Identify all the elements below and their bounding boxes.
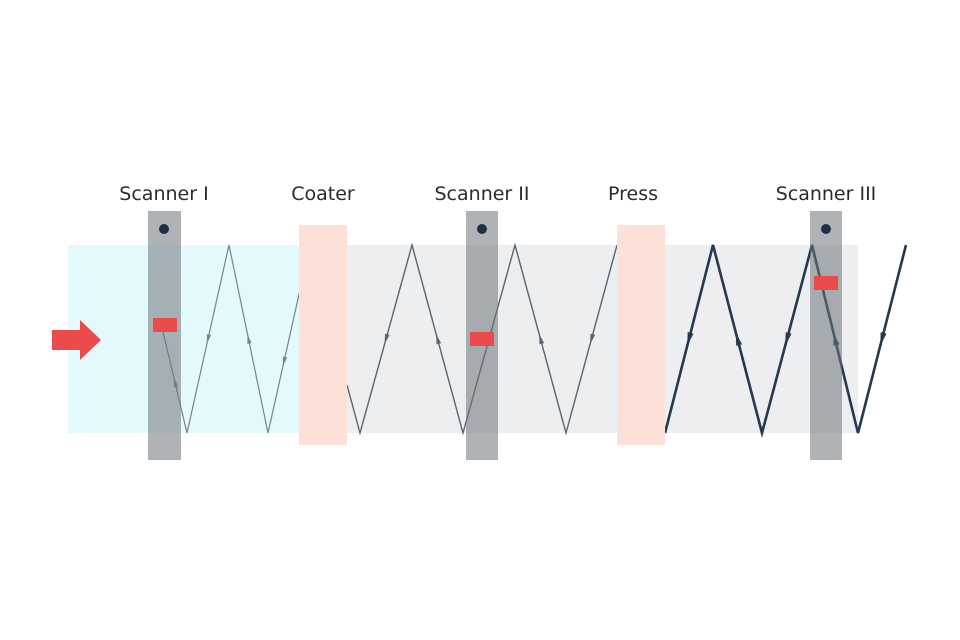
path-arrowhead [539,333,545,345]
path-arrowhead [247,334,252,344]
coated-web [300,245,858,433]
path-arrowhead [785,332,792,346]
path-arrowhead [436,333,442,345]
path-arrowhead [590,333,596,345]
station-label: Press [608,183,658,205]
scanner-dot [477,224,487,234]
scanner-bar [148,211,181,460]
press-block [617,225,665,445]
station-label: Scanner II [435,183,530,205]
uncoated-web [68,245,300,433]
sensor-head [814,276,838,290]
path-arrowhead [282,356,288,367]
path-arrowhead [206,334,212,344]
path-arrowhead [384,333,390,345]
scan-path [346,242,618,436]
station-label: Coater [291,183,355,205]
scanner-dot [821,224,831,234]
sensor-head [470,332,494,346]
station-label: Scanner III [776,183,877,205]
path-arrowhead [687,332,694,346]
coater-block [299,225,347,445]
flow-arrow [52,320,101,360]
path-arrowhead [735,332,742,346]
path-arrowhead [880,332,887,346]
scanner-bar [810,211,842,460]
scanner-dot [159,224,169,234]
station-label: Scanner I [119,183,208,205]
sensor-head [153,318,177,332]
